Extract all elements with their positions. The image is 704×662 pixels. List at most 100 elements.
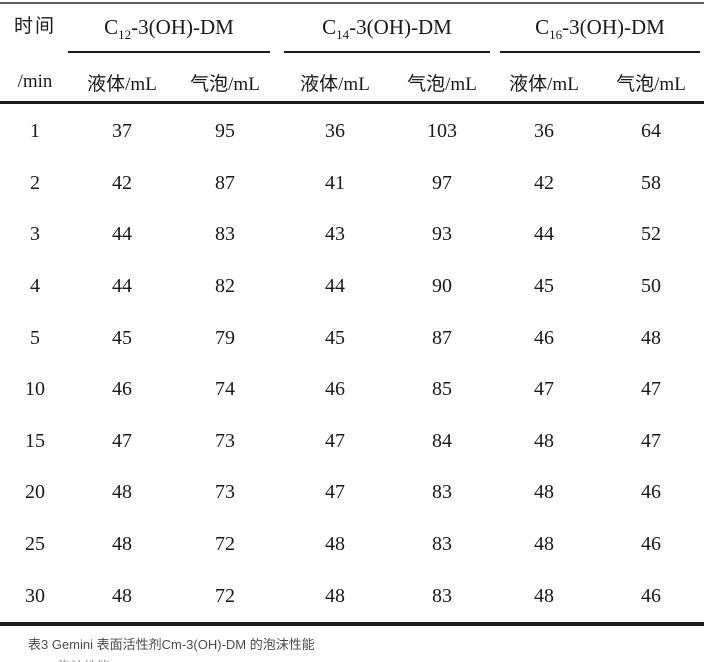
value-cell: 47 [112,429,132,452]
value-cell: 46 [112,378,132,401]
group-symbol-subscript: 16 [549,27,563,43]
value-cell: 42 [534,171,554,194]
value-cell: 48 [641,326,661,349]
time-header-line1: 时间 [13,16,56,37]
time-header-line2: /min [17,71,53,92]
group-symbol: C [104,15,119,39]
value-cell: 95 [215,120,235,143]
subheader-bubble-c14: 气泡/mL [407,73,477,95]
subheader-liquid-c12: 液体/mL [87,73,157,95]
subheader-liquid-c14: 液体/mL [300,73,370,95]
group-underline-c14 [284,51,490,53]
value-cell: 58 [641,171,661,194]
table-row: 4 44 82 44 90 45 50 [0,261,704,313]
value-cell: 46 [641,533,661,556]
value-cell: 48 [112,584,132,607]
value-cell: 85 [432,378,452,401]
time-cell: 15 [25,429,45,452]
value-cell: 45 [112,326,132,349]
value-cell: 48 [534,429,554,452]
value-cell: 84 [432,429,452,452]
subheader-bubble-c16: 气泡/mL [616,73,686,95]
table-row: 5 45 79 45 87 46 48 [0,312,704,364]
table-row: 2 42 87 41 97 42 58 [0,158,704,210]
value-cell: 103 [427,120,457,143]
subheader-bubble-c12: 气泡/mL [190,73,260,95]
value-cell: 48 [534,533,554,556]
value-cell: 45 [534,275,554,298]
table-top-rule [0,2,704,4]
value-cell: 47 [641,429,661,452]
value-cell: 43 [325,223,345,246]
value-cell: 83 [432,584,452,607]
value-cell: 74 [215,378,235,401]
value-cell: 83 [432,481,452,504]
value-cell: 47 [534,378,554,401]
group-symbol: C [535,15,550,39]
group-header-c12: C12-3(OH)-DM [68,8,270,46]
table-row: 10 46 74 46 85 47 47 [0,364,704,416]
header-separator-rule [0,101,704,104]
value-cell: 47 [325,429,345,452]
value-cell: 50 [641,275,661,298]
time-cell: 25 [25,533,45,556]
value-cell: 37 [112,120,132,143]
group-underline-c12 [68,51,270,53]
group-symbol-rest: -3(OH)-DM [562,15,665,39]
table-row: 15 47 73 47 84 48 47 [0,416,704,468]
value-cell: 87 [432,326,452,349]
time-cell: 2 [30,171,40,194]
value-cell: 46 [641,584,661,607]
value-cell: 41 [325,171,345,194]
group-symbol: C [322,15,337,39]
value-cell: 48 [325,584,345,607]
value-cell: 72 [215,533,235,556]
time-cell: 10 [25,378,45,401]
value-cell: 48 [325,533,345,556]
value-cell: 64 [641,120,661,143]
value-cell: 48 [112,533,132,556]
time-cell: 1 [30,120,40,143]
table-row: 20 48 73 47 83 48 46 [0,467,704,519]
value-cell: 46 [325,378,345,401]
value-cell: 93 [432,223,452,246]
value-cell: 44 [534,223,554,246]
value-cell: 90 [432,275,452,298]
group-header-c14: C14-3(OH)-DM [284,8,490,46]
value-cell: 44 [112,275,132,298]
value-cell: 44 [325,275,345,298]
value-cell: 46 [534,326,554,349]
value-cell: 73 [215,429,235,452]
value-cell: 47 [641,378,661,401]
table-caption: 表3 Gemini 表面活性剂Cm-3(OH)-DM 的泡沫性能 [28,637,315,652]
value-cell: 47 [325,481,345,504]
group-symbol-subscript: 12 [118,27,132,43]
value-cell: 48 [112,481,132,504]
group-symbol-rest: -3(OH)-DM [349,15,452,39]
value-cell: 72 [215,584,235,607]
value-cell: 44 [112,223,132,246]
value-cell: 48 [534,584,554,607]
value-cell: 52 [641,223,661,246]
time-cell: 5 [30,326,40,349]
table-row: 30 48 72 48 83 48 46 [0,570,704,622]
group-header-c16: C16-3(OH)-DM [500,8,700,46]
table-bottom-rule [0,622,704,626]
time-cell: 30 [25,584,45,607]
table-rows: 1 37 95 36 103 36 64 2 42 87 41 97 42 58 3 44 83 43 93 44 52… [0,106,704,622]
table-row: 3 44 83 43 93 44 52 [0,209,704,261]
time-cell: 20 [25,481,45,504]
value-cell: 82 [215,275,235,298]
value-cell: 83 [432,533,452,556]
value-cell: 79 [215,326,235,349]
group-symbol-rest: -3(OH)-DM [131,15,234,39]
value-cell: 97 [432,171,452,194]
group-symbol-subscript: 14 [336,27,350,43]
group-underline-c16 [500,51,700,53]
value-cell: 45 [325,326,345,349]
time-cell: 4 [30,275,40,298]
subheader-row: /min 液体/mL 气泡/mL 液体/mL 气泡/mL 液体/mL 气泡/mL [0,64,704,100]
time-cell: 3 [30,223,40,246]
value-cell: 83 [215,223,235,246]
